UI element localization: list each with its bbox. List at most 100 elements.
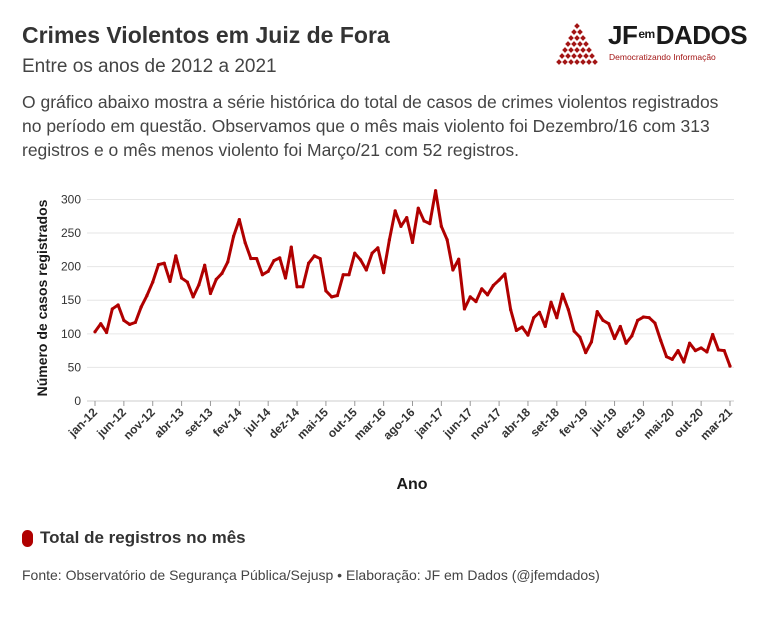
y-axis-label: Número de casos registrados [34, 199, 50, 396]
data-point [133, 320, 138, 324]
data-point [312, 254, 316, 258]
data-point [376, 246, 380, 250]
data-point [306, 261, 311, 265]
data-point [168, 279, 172, 284]
data-point [179, 276, 184, 280]
data-point [208, 291, 213, 296]
data-point [231, 234, 236, 238]
data-point [387, 238, 392, 242]
data-point [659, 338, 663, 343]
data-point [555, 316, 559, 320]
data-point [295, 285, 299, 289]
logo-mark-cell [583, 53, 589, 59]
logo-mark-cell [574, 35, 580, 41]
x-tick-label: nov-17 [467, 405, 504, 442]
data-point [439, 224, 443, 228]
data-point [278, 256, 282, 260]
line-chart: 050100150200250300jan-12jun-12nov-12abr-… [34, 189, 735, 493]
logo-mark-cell [568, 59, 574, 65]
data-point [664, 355, 669, 359]
data-point [185, 280, 189, 284]
data-point [480, 287, 484, 291]
y-tick-label: 0 [74, 394, 81, 408]
legend-label: Total de registros no mês [40, 528, 246, 547]
logo-mark-cell [568, 47, 574, 53]
logo-mark-cell [580, 59, 586, 65]
data-point [687, 341, 692, 345]
data-point [722, 349, 726, 353]
data-point [595, 310, 599, 314]
logo-mark-cell [583, 41, 589, 47]
series-line [93, 189, 732, 368]
data-point [526, 333, 530, 337]
chart-subtitle: Entre os anos de 2012 a 2021 [22, 56, 277, 77]
x-tick-label: abr-13 [151, 405, 187, 441]
data-point [243, 240, 247, 245]
data-point [560, 292, 565, 296]
chart-description: O gráfico abaixo mostra a série históric… [22, 92, 719, 160]
logo-mark-cell [577, 29, 583, 35]
data-point [255, 256, 259, 261]
logo-mark-cell [571, 41, 577, 47]
logo-mark-cell [559, 53, 565, 59]
logo-mark-cell [586, 47, 592, 53]
data-point [716, 348, 721, 352]
data-point [636, 318, 640, 322]
data-point [491, 283, 495, 288]
data-point [382, 271, 386, 275]
data-point [520, 325, 524, 329]
data-point [474, 299, 478, 304]
logo-mark-cell [571, 29, 577, 35]
data-point [416, 206, 420, 210]
logo-mark-cell [589, 53, 595, 59]
line-layer [93, 189, 732, 368]
data-point [618, 324, 622, 329]
data-point [497, 278, 501, 282]
data-point [358, 258, 363, 262]
data-point [203, 263, 207, 267]
logo-mark-cell [565, 53, 571, 59]
logo-mark-cell [562, 59, 568, 65]
logo-mark-cell [586, 59, 592, 65]
x-tick-label: jan-12 [65, 405, 100, 440]
x-tick-label: set-18 [528, 405, 563, 440]
data-point [289, 245, 293, 249]
data-point [578, 335, 582, 339]
data-point [93, 330, 97, 334]
data-point [566, 308, 570, 312]
data-point [445, 238, 449, 242]
data-point [532, 316, 536, 320]
data-point [191, 295, 195, 299]
data-point [156, 263, 161, 267]
y-tick-label: 300 [61, 192, 81, 206]
data-point [249, 256, 253, 261]
data-point [162, 261, 166, 265]
data-point [607, 322, 611, 326]
data-point [728, 364, 732, 368]
data-point [399, 224, 403, 228]
data-point [422, 219, 426, 223]
data-point [283, 276, 288, 280]
logo-mark-cell [580, 47, 586, 53]
logo-mark-cell [577, 41, 583, 47]
data-point [612, 336, 617, 341]
data-point [260, 273, 265, 277]
data-point [335, 293, 340, 298]
logo-name-left: JF [608, 20, 638, 50]
data-point [318, 256, 322, 261]
x-tick-label: set-13 [181, 405, 216, 440]
data-point [543, 324, 547, 329]
data-point [139, 305, 143, 309]
data-point [214, 277, 218, 281]
data-point [301, 285, 305, 289]
data-point [509, 308, 513, 312]
x-tick-label: ago-16 [380, 405, 417, 442]
data-point [699, 346, 703, 350]
x-axis-label: Ano [396, 476, 427, 493]
logo-mark-cell [556, 59, 562, 65]
x-tick-label: fev-14 [210, 405, 245, 440]
data-point [451, 268, 455, 272]
data-point [503, 272, 507, 276]
x-tick-label: jan-17 [411, 405, 446, 440]
data-point [693, 349, 697, 353]
